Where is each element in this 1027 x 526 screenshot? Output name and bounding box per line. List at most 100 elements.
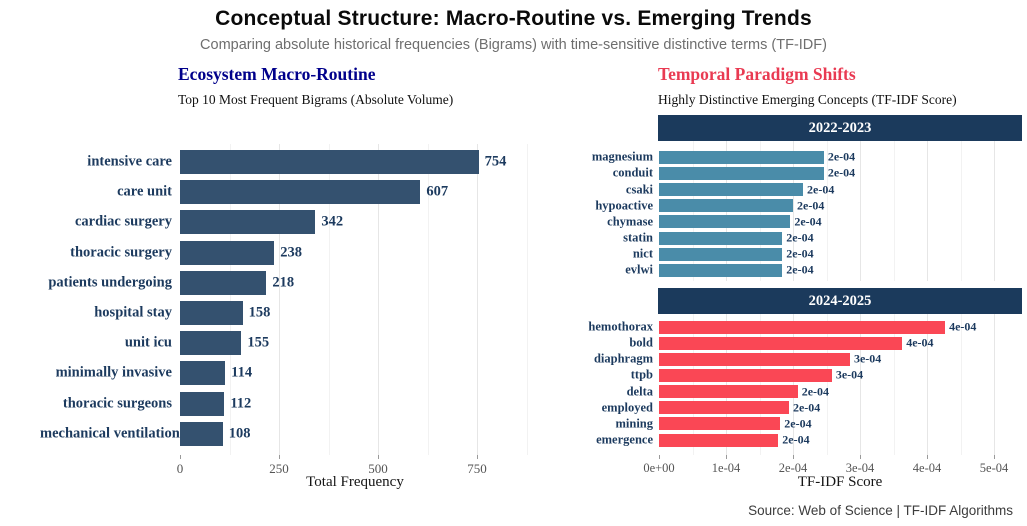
frequency-bar: [180, 301, 243, 325]
tfidf-bar: [659, 385, 798, 399]
right-chart-title: Temporal Paradigm Shifts: [658, 64, 856, 84]
gridline: [726, 314, 727, 455]
x-tick-label: 0e+00: [643, 461, 675, 475]
x-tick-label: 0: [176, 461, 184, 476]
bar-category-label: minimally invasive: [55, 364, 172, 381]
tfidf-bar: [659, 166, 824, 180]
gridline: [960, 314, 962, 455]
tfidf-bar: [659, 231, 783, 245]
bar-value-label: 108: [228, 425, 251, 442]
x-tick-label: 4e-04: [912, 461, 942, 475]
term-label: ttpb: [630, 367, 653, 382]
gridline: [279, 144, 280, 455]
bar-category-label: thoracic surgeons: [62, 395, 172, 412]
term-label: hemothorax: [588, 319, 653, 334]
page-title: Conceptual Structure: Macro-Routine vs. …: [215, 7, 812, 30]
bar-value-label: 2e-04: [782, 432, 810, 447]
bar-value-label: 2e-04: [827, 165, 856, 180]
gridline: [960, 141, 962, 281]
page-subtitle: Comparing absolute historical frequencie…: [200, 37, 827, 53]
x-axis-tick: [477, 455, 478, 459]
frequency-bar: [180, 270, 267, 295]
gridline: [229, 144, 231, 455]
bar-value-label: 3e-04: [835, 367, 864, 382]
x-tick-label: 5e-04: [979, 461, 1009, 475]
bar-value-label: 158: [248, 304, 271, 321]
bar-category-label: intensive care: [87, 153, 172, 170]
gridline: [793, 314, 794, 455]
term-label: csaki: [625, 182, 653, 197]
bar-value-label: 218: [272, 274, 295, 291]
bar-category-label: thoracic surgery: [70, 244, 172, 261]
gridline: [927, 141, 928, 281]
tfidf-bar: [659, 401, 789, 415]
gridline: [826, 314, 828, 455]
tfidf-bar: [659, 368, 832, 382]
term-label: statin: [623, 230, 653, 245]
gridline: [994, 314, 995, 455]
source-caption: Source: Web of Science | TF-IDF Algorith…: [748, 503, 1013, 518]
x-axis-tick: [860, 455, 861, 459]
bar-value-label: 2e-04: [827, 149, 856, 164]
tfidf-bar: [659, 199, 793, 213]
tfidf-bar: [659, 150, 824, 164]
frequency-bar: [180, 391, 225, 416]
term-label: evlwi: [625, 262, 653, 277]
x-tick-label: 750: [467, 461, 487, 476]
bar-value-label: 2e-04: [786, 262, 814, 277]
gridline: [759, 314, 761, 455]
x-tick-label: 1e-04: [711, 461, 741, 475]
bar-category-label: unit icu: [124, 334, 172, 351]
gridline: [477, 144, 478, 455]
bar-category-label: hospital stay: [94, 304, 172, 321]
facet-strip-2022-2023: 2022-2023: [658, 115, 1022, 141]
gridline: [328, 144, 330, 455]
term-label: conduit: [612, 165, 653, 180]
gridline: [860, 314, 861, 455]
term-label: nict: [632, 246, 653, 261]
bar-category-label: care unit: [117, 183, 172, 200]
bar-value-label: 2e-04: [807, 182, 835, 197]
bar-value-label: 2e-04: [797, 198, 825, 213]
bar-value-label: 112: [230, 395, 252, 412]
frequency-bar: [180, 240, 275, 265]
bar-value-label: 114: [231, 364, 253, 381]
term-label: employed: [601, 400, 653, 415]
right-x-axis-title: TF-IDF Score: [797, 474, 883, 490]
frequency-bar: [180, 421, 223, 446]
gridline: [860, 141, 861, 281]
x-axis-tick: [279, 455, 280, 459]
tfidf-bar: [659, 417, 781, 431]
frequency-bar: [180, 180, 421, 205]
bar-value-label: 2e-04: [794, 214, 822, 229]
term-label: delta: [626, 384, 653, 399]
bar-category-label: cardiac surgery: [74, 213, 172, 230]
tfidf-bar: [659, 320, 946, 334]
x-axis-tick: [726, 455, 727, 459]
tfidf-bar: [659, 352, 850, 366]
facet-strip-2024-2025: 2024-2025: [658, 288, 1022, 314]
gridline: [526, 144, 528, 455]
bar-value-label: 2e-04: [792, 400, 821, 415]
term-label: diaphragm: [593, 351, 653, 366]
tfidf-bar: [659, 183, 804, 197]
tfidf-bar: [659, 263, 783, 277]
bar-value-label: 4e-04: [906, 335, 934, 350]
bar-value-label: 238: [280, 244, 302, 261]
gridline: [793, 141, 794, 281]
left-x-axis-title: Total Frequency: [306, 474, 404, 490]
gridline: [927, 314, 928, 455]
term-label: hypoactive: [595, 198, 653, 213]
term-label: chymase: [607, 214, 653, 229]
x-axis-tick: [180, 455, 181, 459]
frequency-bar: [180, 331, 242, 356]
bar-category-label: patients undergoing: [48, 274, 172, 291]
tfidf-bar: [659, 336, 903, 350]
x-axis-tick: [994, 455, 995, 459]
bar-category-label: mechanical ventilation: [40, 425, 180, 442]
bar-value-label: 342: [321, 213, 344, 230]
left-chart-title: Ecosystem Macro-Routine: [178, 64, 376, 84]
bar-value-label: 4e-04: [949, 319, 977, 334]
tfidf-bar: [659, 247, 783, 261]
